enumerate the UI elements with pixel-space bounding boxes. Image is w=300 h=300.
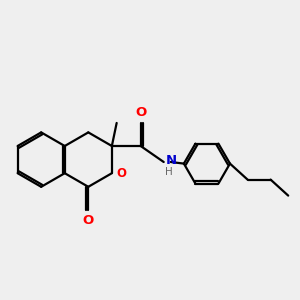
Text: O: O [83, 214, 94, 227]
Text: O: O [135, 106, 146, 119]
Text: O: O [116, 167, 126, 180]
Text: H: H [165, 167, 173, 177]
Text: N: N [165, 154, 176, 167]
